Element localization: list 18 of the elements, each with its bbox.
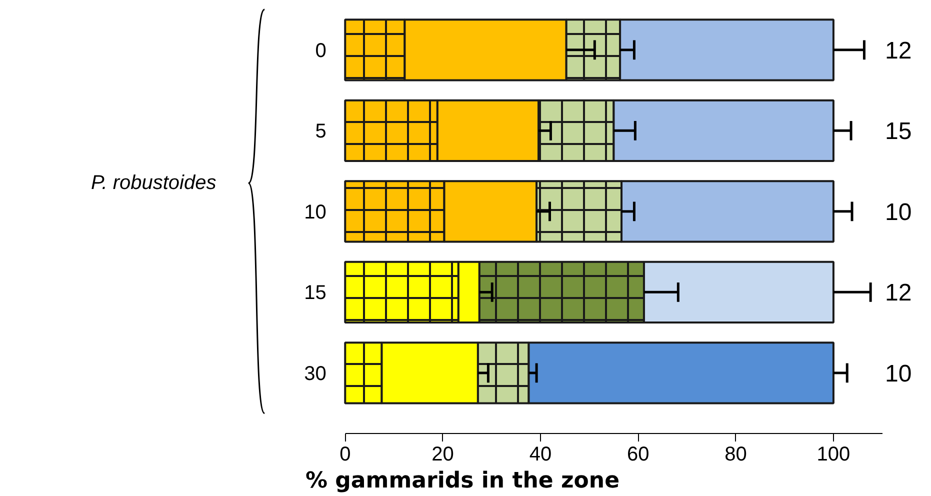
y-tick-label: 15 [304, 282, 326, 304]
text: 12 [884, 37, 912, 64]
y-tick-label: 5 [315, 120, 326, 143]
x-tick-label: 60 [627, 444, 650, 466]
text: 10 [884, 198, 912, 226]
y-tick-label: 30 [304, 362, 326, 385]
y-tick-label: 10 [304, 201, 326, 224]
x-tick-label: 0 [340, 444, 351, 466]
x-tick-label: 40 [529, 444, 552, 466]
x-tick-label: 100 [816, 444, 850, 466]
text: 12 [884, 280, 912, 307]
text: 10 [884, 360, 912, 388]
y-tick-label: 0 [315, 40, 326, 62]
x-tick-label: 20 [432, 444, 454, 466]
text: P. robustoides [90, 172, 216, 194]
x-axis-title: % gammarids in the zone [306, 468, 620, 494]
text: 15 [884, 118, 912, 146]
x-tick-label: 80 [724, 444, 747, 466]
